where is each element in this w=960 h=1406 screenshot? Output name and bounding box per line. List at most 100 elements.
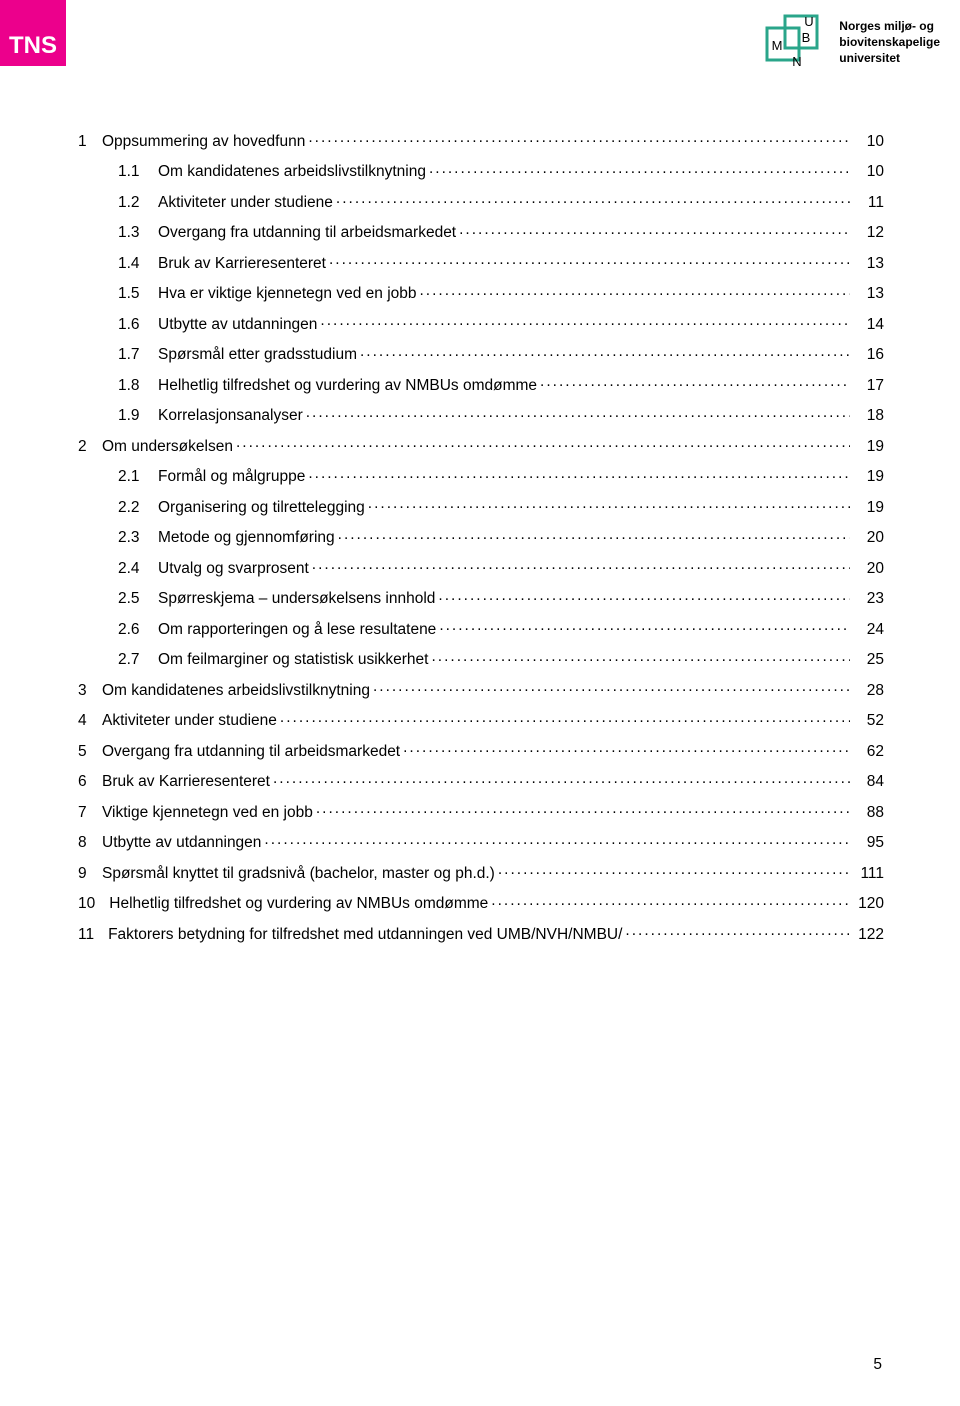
toc-entry-page: 111: [850, 866, 884, 882]
toc-entry: 5Overgang fra utdanning til arbeidsmarke…: [78, 740, 884, 759]
toc-entry-title: Spørsmål etter gradsstudium: [158, 347, 360, 363]
toc-entry-title: Om kandidatenes arbeidslivstilknytning: [158, 164, 429, 180]
page-number: 5: [873, 1356, 882, 1374]
toc-entry-page: 84: [850, 774, 884, 790]
toc-entry-page: 62: [850, 744, 884, 760]
toc-entry-title: Formål og målgruppe: [158, 469, 308, 485]
nmbu-letter-m: M: [772, 38, 783, 53]
toc-entry-number: 2: [78, 439, 102, 455]
toc-leader-dots: [368, 496, 850, 512]
toc-leader-dots: [431, 649, 850, 665]
toc-entry-number: 1.2: [118, 195, 158, 211]
toc-entry-number: 1.4: [118, 256, 158, 272]
toc-entry: 1.6Utbytte av utdanningen 14: [78, 313, 884, 332]
toc-entry-page: 95: [850, 835, 884, 851]
toc-entry-title: Utbytte av utdanningen: [158, 317, 320, 333]
toc-leader-dots: [625, 923, 850, 939]
toc-entry-number: 9: [78, 866, 102, 882]
toc-entry-number: 1.9: [118, 408, 158, 424]
toc-entry: 2.1Formål og målgruppe19: [78, 466, 884, 485]
toc-leader-dots: [498, 862, 850, 878]
toc-entry-title: Overgang fra utdanning til arbeidsmarked…: [158, 225, 459, 241]
toc-leader-dots: [360, 344, 850, 360]
toc-entry-page: 14: [850, 317, 884, 333]
toc-entry-number: 1: [78, 134, 102, 150]
toc-entry: 2Om undersøkelsen19: [78, 435, 884, 454]
toc-leader-dots: [264, 832, 850, 848]
toc-entry-page: 120: [850, 896, 884, 912]
toc-entry: 7Viktige kjennetegn ved en jobb88: [78, 801, 884, 820]
toc-entry-number: 2.3: [118, 530, 158, 546]
toc-leader-dots: [308, 466, 850, 482]
nmbu-text: Norges miljø- og biovitenskapelige unive…: [839, 18, 940, 67]
toc-entry-number: 1.6: [118, 317, 158, 333]
toc-leader-dots: [420, 283, 851, 299]
toc-entry-page: 13: [850, 256, 884, 272]
toc-entry: 1.5Hva er viktige kjennetegn ved en jobb…: [78, 283, 884, 302]
toc-leader-dots: [236, 435, 850, 451]
toc-entry-title: Aktiviteter under studiene: [102, 713, 280, 729]
toc-leader-dots: [429, 161, 850, 177]
toc-leader-dots: [373, 679, 850, 695]
toc-leader-dots: [320, 313, 850, 329]
toc-entry: 8Utbytte av utdanningen95: [78, 832, 884, 851]
toc-entry-title: Om kandidatenes arbeidslivstilknytning: [102, 683, 373, 699]
toc-entry-title: Organisering og tilrettelegging: [158, 500, 368, 516]
toc-entry-number: 2.7: [118, 652, 158, 668]
toc-entry: 1.1Om kandidatenes arbeidslivstilknytnin…: [78, 161, 884, 180]
toc-entry-title: Viktige kjennetegn ved en jobb: [102, 805, 316, 821]
toc-entry-number: 1.8: [118, 378, 158, 394]
nmbu-text-line-1: Norges miljø- og: [839, 18, 940, 34]
toc-entry-page: 20: [850, 561, 884, 577]
toc-entry: 11Faktorers betydning for tilfredshet me…: [78, 923, 884, 942]
toc-entry-title: Hva er viktige kjennetegn ved en jobb: [158, 286, 420, 302]
toc-leader-dots: [273, 771, 850, 787]
toc-entry: 1Oppsummering av hovedfunn10: [78, 130, 884, 149]
toc-entry-page: 88: [850, 805, 884, 821]
toc-entry-number: 1.1: [118, 164, 158, 180]
toc-entry-page: 10: [850, 164, 884, 180]
toc-entry: 1.9Korrelasjonsanalyser 18: [78, 405, 884, 424]
toc-entry-page: 18: [850, 408, 884, 424]
toc-leader-dots: [491, 893, 850, 909]
toc-entry-page: 12: [850, 225, 884, 241]
toc-entry-number: 6: [78, 774, 102, 790]
toc-entry-page: 24: [850, 622, 884, 638]
toc-entry: 6Bruk av Karrieresenteret84: [78, 771, 884, 790]
toc-entry-title: Helhetlig tilfredshet og vurdering av NM…: [158, 378, 540, 394]
toc-entry-number: 10: [78, 896, 109, 912]
toc-entry-title: Helhetlig tilfredshet og vurdering av NM…: [109, 896, 491, 912]
toc-leader-dots: [459, 222, 850, 238]
toc-entry: 2.2Organisering og tilrettelegging19: [78, 496, 884, 515]
toc-entry-number: 5: [78, 744, 102, 760]
toc-entry-page: 19: [850, 469, 884, 485]
toc-leader-dots: [280, 710, 850, 726]
toc-entry: 2.6Om rapporteringen og å lese resultate…: [78, 618, 884, 637]
toc-entry: 1.3Overgang fra utdanning til arbeidsmar…: [78, 222, 884, 241]
toc-leader-dots: [316, 801, 850, 817]
toc-entry-title: Bruk av Karrieresenteret: [158, 256, 329, 272]
toc-leader-dots: [439, 618, 850, 634]
toc-entry-title: Spørsmål knyttet til gradsnivå (bachelor…: [102, 866, 498, 882]
toc-entry: 10Helhetlig tilfredshet og vurdering av …: [78, 893, 884, 912]
toc-entry: 1.4Bruk av Karrieresenteret 13: [78, 252, 884, 271]
toc-entry-page: 122: [850, 927, 884, 943]
toc-entry-page: 11: [850, 195, 884, 211]
toc-entry-page: 19: [850, 439, 884, 455]
toc-entry-title: Korrelasjonsanalyser: [158, 408, 306, 424]
toc-entry-title: Spørreskjema – undersøkelsens innhold: [158, 591, 438, 607]
toc-leader-dots: [540, 374, 850, 390]
toc-entry: 9Spørsmål knyttet til gradsnivå (bachelo…: [78, 862, 884, 881]
nmbu-text-line-2: biovitenskapelige: [839, 34, 940, 50]
toc-leader-dots: [403, 740, 850, 756]
tns-logo-text: TNS: [9, 32, 57, 60]
toc-entry: 2.7Om feilmarginer og statistisk usikker…: [78, 649, 884, 668]
toc-entry: 3Om kandidatenes arbeidslivstilknytning2…: [78, 679, 884, 698]
toc-entry: 1.8Helhetlig tilfredshet og vurdering av…: [78, 374, 884, 393]
table-of-contents: 1Oppsummering av hovedfunn101.1Om kandid…: [78, 130, 884, 954]
toc-entry-page: 25: [850, 652, 884, 668]
toc-entry-title: Utbytte av utdanningen: [102, 835, 264, 851]
toc-entry-title: Om feilmarginer og statistisk usikkerhet: [158, 652, 431, 668]
toc-entry-number: 1.5: [118, 286, 158, 302]
toc-entry: 1.7Spørsmål etter gradsstudium16: [78, 344, 884, 363]
